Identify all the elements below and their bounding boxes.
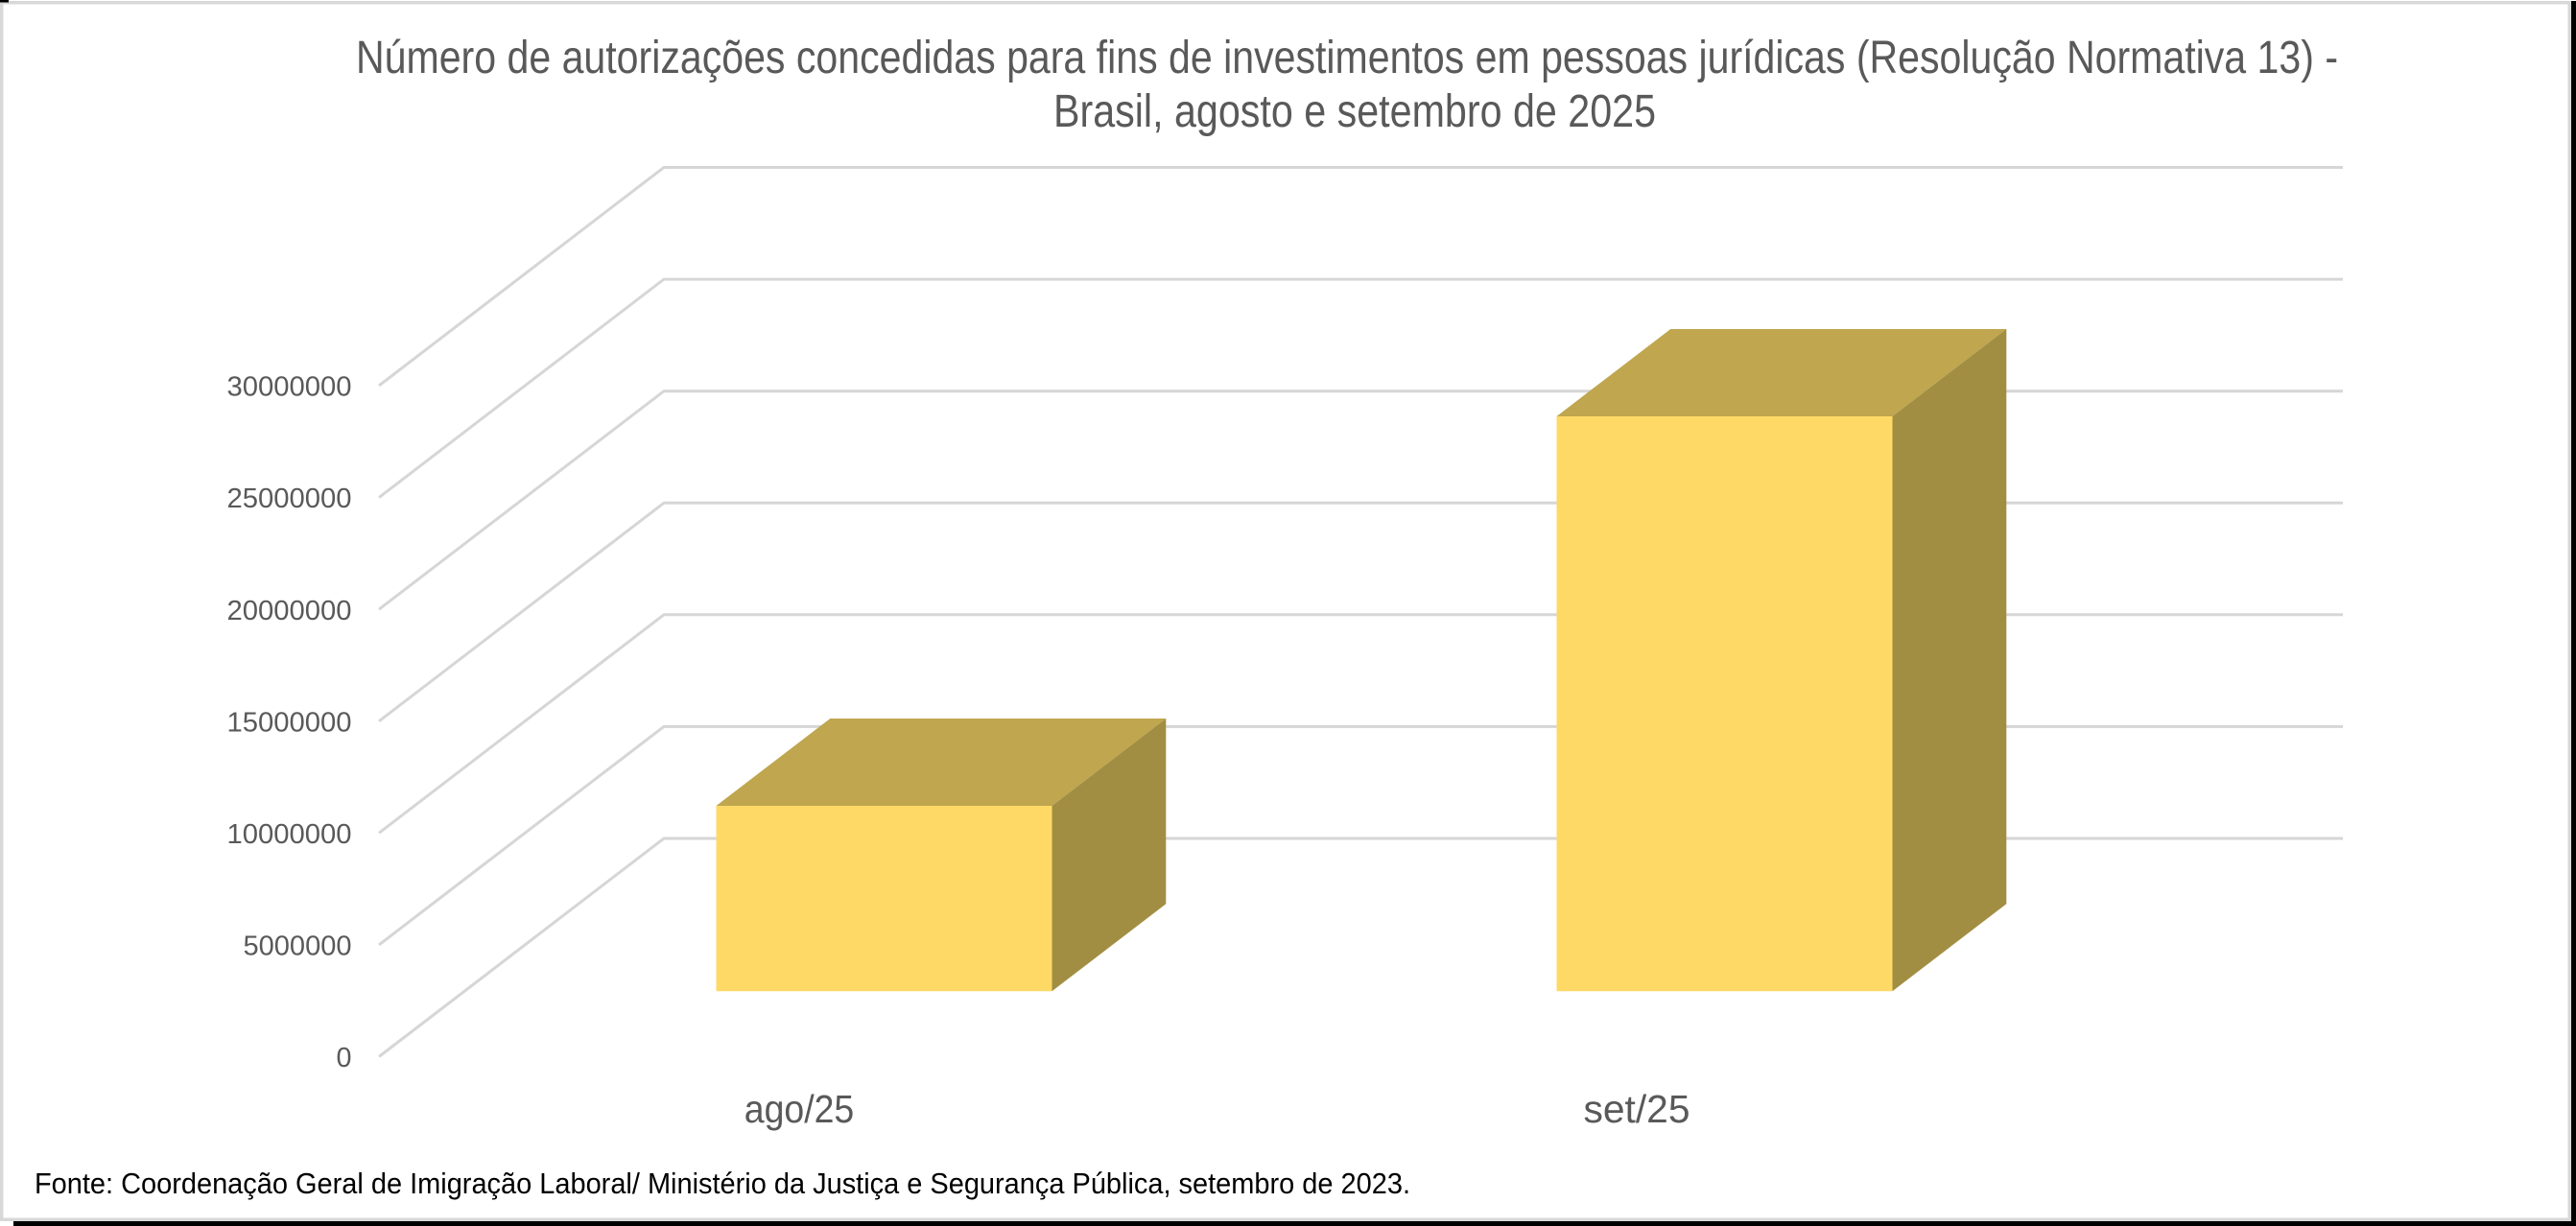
svg-text:0: 0 [337, 1043, 352, 1073]
svg-text:10000000: 10000000 [227, 819, 352, 850]
svg-text:Brasil, agosto e setembro de 2: Brasil, agosto e setembro de 2025 [1053, 86, 1656, 137]
svg-text:Fonte: Coordenação Geral de Im: Fonte: Coordenação Geral de Imigração La… [35, 1167, 1410, 1200]
svg-text:Número de autorizações concedi: Número de autorizações concedidas para f… [356, 33, 2338, 83]
svg-text:15000000: 15000000 [227, 707, 352, 738]
svg-text:20000000: 20000000 [227, 596, 352, 626]
svg-text:30000000: 30000000 [227, 372, 352, 403]
svg-text:25000000: 25000000 [227, 483, 352, 514]
svg-text:5000000: 5000000 [244, 931, 352, 962]
svg-text:ago/25: ago/25 [744, 1087, 855, 1131]
svg-text:set/25: set/25 [1584, 1087, 1690, 1131]
